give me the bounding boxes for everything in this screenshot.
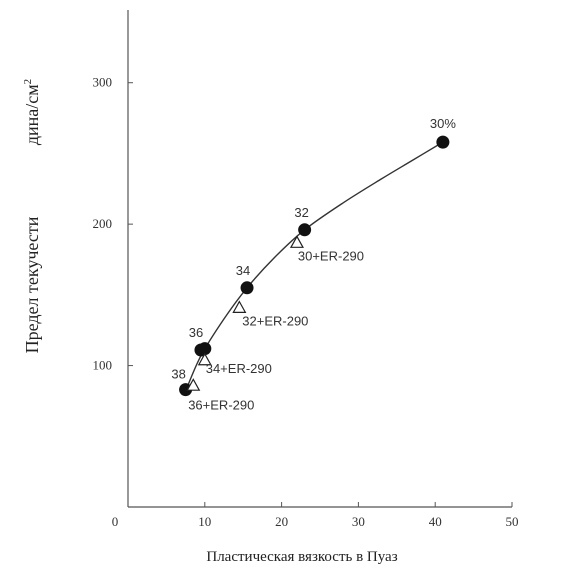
y-ticks: 100 200 300	[93, 75, 133, 373]
x-tick-label: 40	[429, 514, 442, 529]
y-axis-label: Предел текучести	[22, 216, 42, 353]
data-point-triangle	[232, 300, 247, 313]
x-tick-label: 0	[112, 514, 119, 529]
data-point-triangle	[186, 378, 201, 391]
x-tick-label: 30	[352, 514, 365, 529]
data-point-triangle	[289, 235, 304, 248]
y-axis-unit-exponent: 2	[22, 79, 34, 85]
y-tick-label: 200	[93, 216, 113, 231]
data-point-circle	[298, 223, 312, 237]
point-label: 36+ER-290	[188, 397, 254, 412]
data-point-circle	[436, 135, 450, 149]
point-label: 36	[189, 325, 203, 340]
x-ticks: 0 10 20 30 40 50	[112, 502, 519, 529]
data-marks: 38 36 34 32 30% 36+ER-290 34+ER-290 32+ER-290 30…	[171, 116, 456, 412]
point-label: 30+ER-290	[298, 249, 364, 264]
x-tick-label: 20	[275, 514, 288, 529]
point-label: 38	[171, 367, 185, 382]
axes	[127, 10, 512, 508]
point-label: 34+ER-290	[206, 361, 272, 376]
point-label: 32+ER-290	[242, 314, 308, 329]
data-point-circle	[198, 342, 212, 356]
trend-curve	[184, 141, 444, 392]
point-label: 30%	[430, 116, 456, 131]
x-tick-label: 50	[506, 514, 519, 529]
point-label: 32	[294, 205, 308, 220]
data-point-triangle	[197, 352, 212, 366]
y-axis-unit-base: дина/см	[22, 84, 42, 145]
y-tick-label: 300	[93, 75, 113, 90]
y-tick-label: 100	[93, 358, 113, 373]
x-axis-label: Пластическая вязкость в Пуаз	[206, 549, 397, 565]
data-point-circle	[240, 281, 254, 295]
point-label: 34	[236, 263, 250, 278]
x-tick-label: 10	[198, 514, 211, 529]
y-axis-unit: дина/см2	[22, 79, 42, 145]
